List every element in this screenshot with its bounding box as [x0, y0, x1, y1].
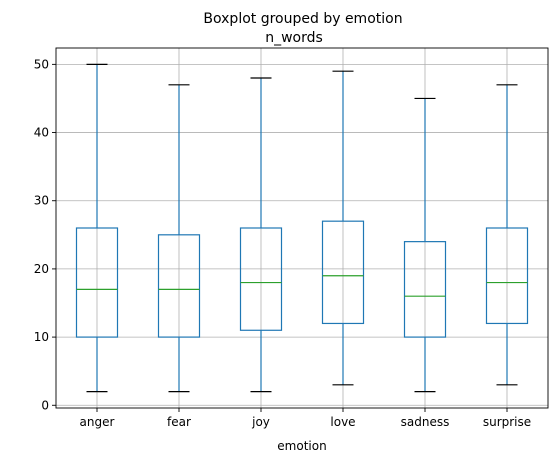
box-sadness [403, 97, 447, 393]
box-iqr [403, 241, 447, 338]
chart-title: n_words [265, 30, 323, 46]
boxes-layer [75, 63, 529, 393]
box-anger [75, 63, 119, 393]
plot-frame [55, 47, 549, 409]
box-iqr [239, 227, 283, 331]
x-tick-label: sadness [401, 415, 450, 429]
box-iqr [75, 227, 119, 338]
box-surprise [485, 84, 529, 386]
y-tick-label: 40 [34, 126, 49, 140]
box-fear [157, 84, 201, 393]
box-iqr [157, 234, 201, 338]
x-axis-label: emotion [277, 439, 326, 453]
chart-suptitle: Boxplot grouped by emotion [203, 11, 402, 27]
x-tick-label: anger [80, 415, 115, 429]
x-tick-label: joy [251, 415, 270, 429]
box-iqr [321, 220, 365, 325]
x-tick-label: surprise [483, 415, 531, 429]
y-tick-label: 50 [34, 57, 49, 71]
axes-layer: 0 10 20 30 40 50 anger fear joy love sadness surpri… [34, 47, 549, 429]
y-tick-label: 20 [34, 262, 49, 276]
x-tick-label: love [330, 415, 355, 429]
box-iqr [485, 227, 529, 325]
box-love [321, 70, 365, 386]
box-joy [239, 77, 283, 393]
grid-lines [56, 48, 548, 408]
y-tick-label: 30 [34, 194, 49, 208]
y-tick-label: 0 [41, 398, 49, 412]
y-tick-label: 10 [34, 330, 49, 344]
x-tick-label: fear [167, 415, 191, 429]
